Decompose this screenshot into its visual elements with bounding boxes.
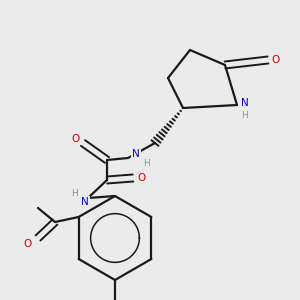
Text: H: H: [142, 158, 149, 167]
Text: O: O: [272, 55, 280, 65]
Text: O: O: [24, 239, 32, 249]
Text: H: H: [70, 188, 77, 197]
Text: N: N: [132, 149, 140, 159]
Text: O: O: [137, 173, 145, 183]
Text: O: O: [71, 134, 79, 144]
Text: N: N: [81, 197, 89, 207]
Text: N: N: [241, 98, 249, 108]
Text: H: H: [242, 110, 248, 119]
